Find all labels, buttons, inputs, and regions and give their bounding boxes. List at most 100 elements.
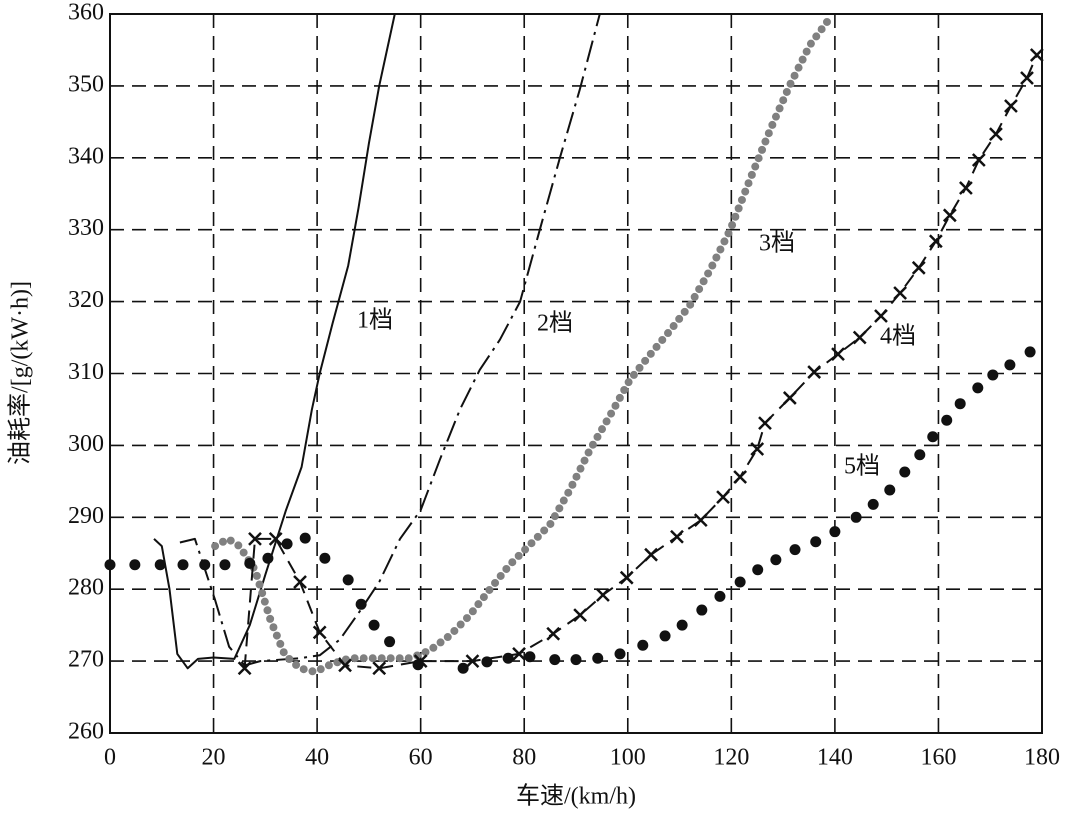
x-axis-label: 车速/(km/h) <box>516 783 636 810</box>
series-line <box>243 54 1038 670</box>
x-marker <box>807 365 822 379</box>
data-point <box>752 564 764 576</box>
data-point <box>457 662 469 674</box>
y-tick-label: 360 <box>68 0 104 26</box>
data-point <box>199 559 211 571</box>
x-marker <box>248 531 262 546</box>
data-point <box>355 598 367 610</box>
y-tick-label: 330 <box>68 215 104 241</box>
x-marker <box>465 654 480 668</box>
data-point <box>592 652 604 664</box>
data-point <box>941 414 953 426</box>
data-point <box>637 639 649 651</box>
x-marker <box>237 661 252 676</box>
y-tick-label: 310 <box>68 359 104 385</box>
x-marker <box>989 127 1003 141</box>
data-point <box>524 651 536 663</box>
data-point <box>770 554 782 566</box>
x-tick-label: 120 <box>713 745 749 771</box>
x-marker <box>716 490 730 505</box>
series-line <box>211 14 834 676</box>
y-axis-label: 油耗率/[g/(kW·h)] <box>7 281 34 465</box>
data-point <box>570 654 582 666</box>
data-point <box>1004 359 1016 371</box>
x-marker <box>911 260 926 275</box>
data-point <box>810 536 822 548</box>
y-tick-label: 290 <box>68 503 104 529</box>
data-point <box>884 484 896 496</box>
data-point <box>789 544 801 556</box>
data-point <box>850 511 862 523</box>
data-point <box>368 619 380 631</box>
x-tick-label: 80 <box>512 745 536 771</box>
x-marker <box>874 309 888 323</box>
x-marker <box>670 529 684 544</box>
data-point <box>129 559 141 571</box>
y-tick-label: 320 <box>68 287 104 313</box>
x-marker <box>546 626 561 641</box>
series-label: 1档 <box>357 307 393 334</box>
data-point <box>549 654 561 666</box>
x-tick-label: 140 <box>817 745 853 771</box>
y-tick-label: 270 <box>68 647 104 673</box>
x-marker <box>750 442 765 456</box>
data-point <box>867 498 879 510</box>
data-point <box>899 466 911 478</box>
data-point <box>1024 346 1036 358</box>
data-point <box>972 382 984 394</box>
x-tick-label: 40 <box>305 745 329 771</box>
x-tick-label: 180 <box>1024 745 1060 771</box>
x-marker <box>1029 48 1044 62</box>
data-point <box>954 398 966 410</box>
data-point <box>104 559 116 571</box>
data-point <box>734 576 746 588</box>
x-marker <box>338 658 352 673</box>
y-tick-label: 350 <box>68 71 104 97</box>
data-point <box>244 557 256 569</box>
data-point <box>342 574 354 586</box>
x-tick-label: 20 <box>202 745 226 771</box>
x-marker <box>644 547 658 562</box>
x-marker <box>942 208 957 223</box>
plot-frame <box>109 13 1043 734</box>
data-point <box>502 652 514 664</box>
data-point <box>481 656 493 668</box>
x-marker <box>893 286 908 300</box>
x-marker <box>758 416 772 430</box>
data-point <box>614 648 626 660</box>
x-marker <box>573 608 588 622</box>
x-marker <box>959 181 973 195</box>
x-marker <box>268 531 283 546</box>
data-point <box>696 604 708 616</box>
data-point <box>714 590 726 602</box>
x-marker <box>852 330 867 345</box>
data-point <box>829 526 841 538</box>
data-point <box>262 552 274 564</box>
series-line <box>153 13 396 670</box>
data-point <box>412 659 424 671</box>
x-marker <box>733 470 748 484</box>
data-point <box>676 619 688 631</box>
x-marker <box>782 391 797 405</box>
y-tick-label: 260 <box>68 719 104 745</box>
data-point <box>384 636 396 648</box>
data-point <box>987 369 999 381</box>
data-point <box>299 532 311 544</box>
y-tick-label: 300 <box>68 431 104 457</box>
x-tick-label: 60 <box>409 745 433 771</box>
x-marker <box>831 347 845 361</box>
y-tick-label: 280 <box>68 575 104 601</box>
x-marker <box>512 647 526 661</box>
data-point <box>914 449 926 461</box>
data-point <box>319 552 331 564</box>
data-point <box>281 538 293 550</box>
x-marker <box>693 513 708 528</box>
series-label: 4档 <box>880 323 916 350</box>
x-marker <box>596 588 610 602</box>
x-tick-label: 0 <box>104 745 116 771</box>
data-point <box>219 559 231 571</box>
series-label: 3档 <box>759 230 795 257</box>
x-marker <box>372 661 387 676</box>
x-marker <box>312 625 327 640</box>
